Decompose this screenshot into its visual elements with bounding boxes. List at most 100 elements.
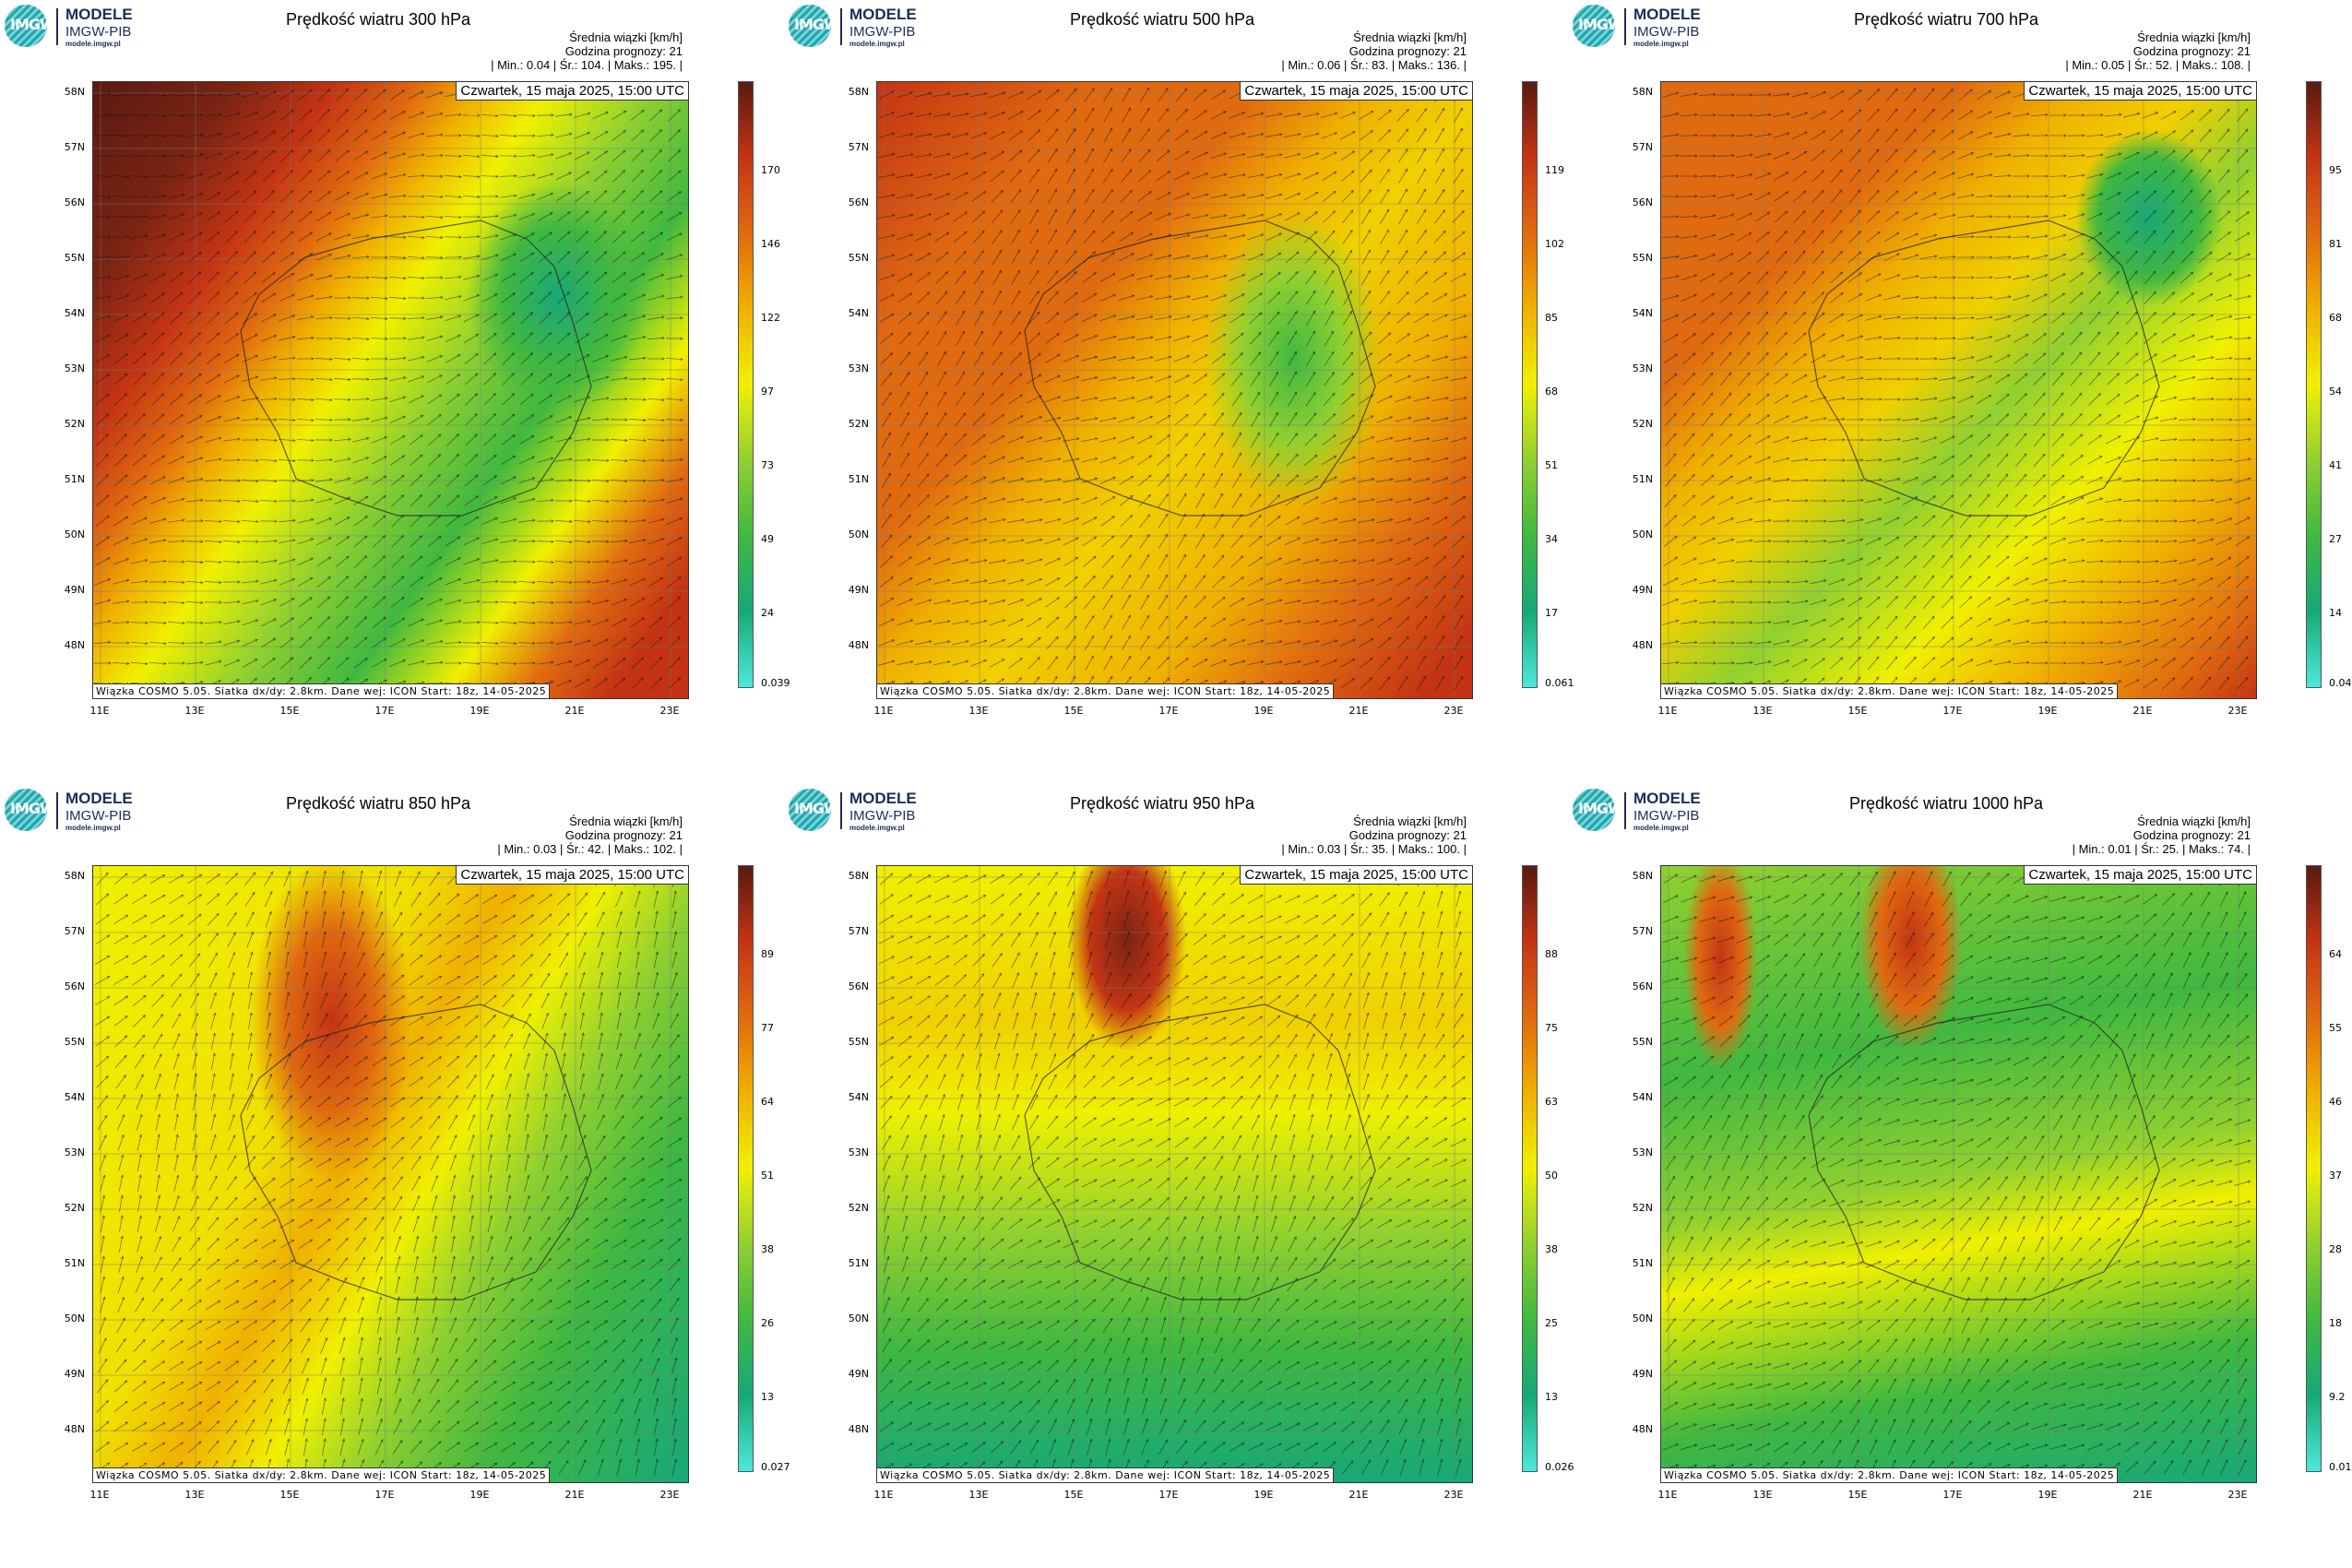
wind-arrow-head [216, 251, 220, 255]
wind-arrow-head [2097, 351, 2101, 356]
wind-arrow [2161, 149, 2176, 162]
wind-arrow-head [1036, 311, 1040, 315]
wind-arrow-head [235, 191, 239, 195]
wind-arrow-head [659, 657, 663, 660]
wind-arrow [915, 113, 932, 118]
wind-arrow [933, 660, 950, 666]
wind-arrow [1753, 94, 1772, 96]
wind-arrow-head [234, 291, 239, 295]
wind-arrow-head [328, 517, 333, 521]
wind-arrow [574, 132, 590, 139]
wind-arrow-head [909, 213, 914, 218]
wind-arrow [1229, 195, 1245, 198]
wind-arrow-head [327, 149, 331, 153]
wind-arrow [336, 596, 349, 609]
wind-arrow [354, 616, 367, 629]
wind-arrow-head [1713, 113, 1716, 117]
wind-arrow-head [197, 312, 201, 315]
wind-arrow-head [2082, 113, 2085, 117]
wind-arrow [1324, 291, 1334, 305]
wind-arrow [2033, 352, 2046, 365]
wind-arrow [151, 373, 164, 386]
wind-arrow [1305, 270, 1316, 285]
wind-arrow [1099, 457, 1116, 464]
wind-arrow-head [126, 174, 130, 179]
wind-arrow-head [161, 292, 166, 296]
wind-arrow-head [1915, 232, 1919, 237]
wind-arrow [592, 112, 609, 119]
wind-arrow-head [402, 173, 407, 177]
wind-arrow-head [1712, 214, 1716, 218]
wind-arrow-head [980, 371, 984, 375]
wind-arrow-head [1202, 452, 1206, 457]
wind-arrow-head [1020, 498, 1025, 502]
wind-arrow-head [659, 129, 663, 133]
wind-arrow [1322, 171, 1336, 182]
wind-arrow [649, 129, 662, 142]
wind-arrow [629, 336, 646, 341]
wind-arrow [168, 498, 184, 504]
wind-arrow-head [1278, 599, 1283, 602]
wind-arrow-head [439, 354, 444, 359]
wind-arrow-head [909, 253, 914, 257]
wind-arrow-head [1090, 655, 1094, 659]
wind-arrow [1137, 474, 1152, 487]
wind-arrow-head [1127, 107, 1132, 112]
wind-arrow [537, 212, 553, 221]
wind-arrow-head [1297, 172, 1301, 176]
wind-arrow-head [400, 494, 405, 498]
wind-arrow-head [1276, 331, 1279, 335]
wind-arrow-head [1111, 209, 1114, 214]
wind-arrow-head [1148, 211, 1153, 216]
wind-arrow-head [420, 434, 423, 438]
wind-arrow-head [511, 352, 516, 356]
wind-arrow [133, 413, 146, 426]
wind-arrow [1397, 148, 1408, 163]
wind-arrow-head [965, 558, 969, 563]
wind-arrow-head [309, 232, 314, 235]
wind-arrow-head [946, 660, 951, 664]
wind-arrow [112, 662, 130, 664]
wind-arrow [628, 418, 647, 422]
wind-arrow-head [946, 680, 951, 684]
wind-arrow-head [1091, 188, 1095, 193]
wind-arrow [1284, 172, 1301, 180]
wind-arrow [389, 132, 406, 139]
wind-arrow [1064, 596, 1077, 609]
wind-arrow [970, 580, 987, 584]
wind-arrow-head [549, 373, 552, 377]
wind-arrow [1064, 271, 1077, 284]
wind-arrow [1118, 336, 1134, 341]
wind-arrow [225, 291, 238, 304]
wind-arrow-head [928, 172, 932, 177]
wind-arrow [407, 235, 425, 239]
wind-arrow-head [622, 231, 626, 234]
wind-arrow [1118, 397, 1134, 402]
wind-arrow-head [439, 112, 444, 116]
wind-arrow [499, 641, 517, 645]
wind-arrow-head [963, 433, 967, 437]
wind-arrow [446, 454, 459, 467]
wind-arrow-head [2116, 351, 2120, 356]
wind-arrow-head [2078, 351, 2083, 356]
wind-arrow [351, 358, 370, 360]
wind-arrow-head [661, 336, 665, 340]
wind-arrow [610, 540, 628, 543]
wind-arrow-head [659, 170, 663, 173]
wind-arrow-head [309, 597, 314, 600]
wind-arrow-head [1054, 148, 1058, 152]
wind-arrow-head [1148, 435, 1153, 439]
wind-arrow [937, 372, 946, 386]
wind-arrow [915, 578, 932, 586]
wind-arrow [185, 560, 204, 564]
wind-arrow-head [891, 274, 896, 278]
wind-arrow-head [1334, 579, 1338, 583]
wind-arrow-head [402, 376, 407, 380]
wind-arrow [1136, 254, 1153, 261]
wind-arrow-head [144, 538, 148, 541]
wind-arrow [1415, 615, 1428, 630]
wind-arrow-head [1820, 230, 1824, 234]
wind-arrow-head [1896, 253, 1900, 256]
wind-arrow [933, 153, 950, 159]
wind-arrow [1193, 616, 1207, 629]
